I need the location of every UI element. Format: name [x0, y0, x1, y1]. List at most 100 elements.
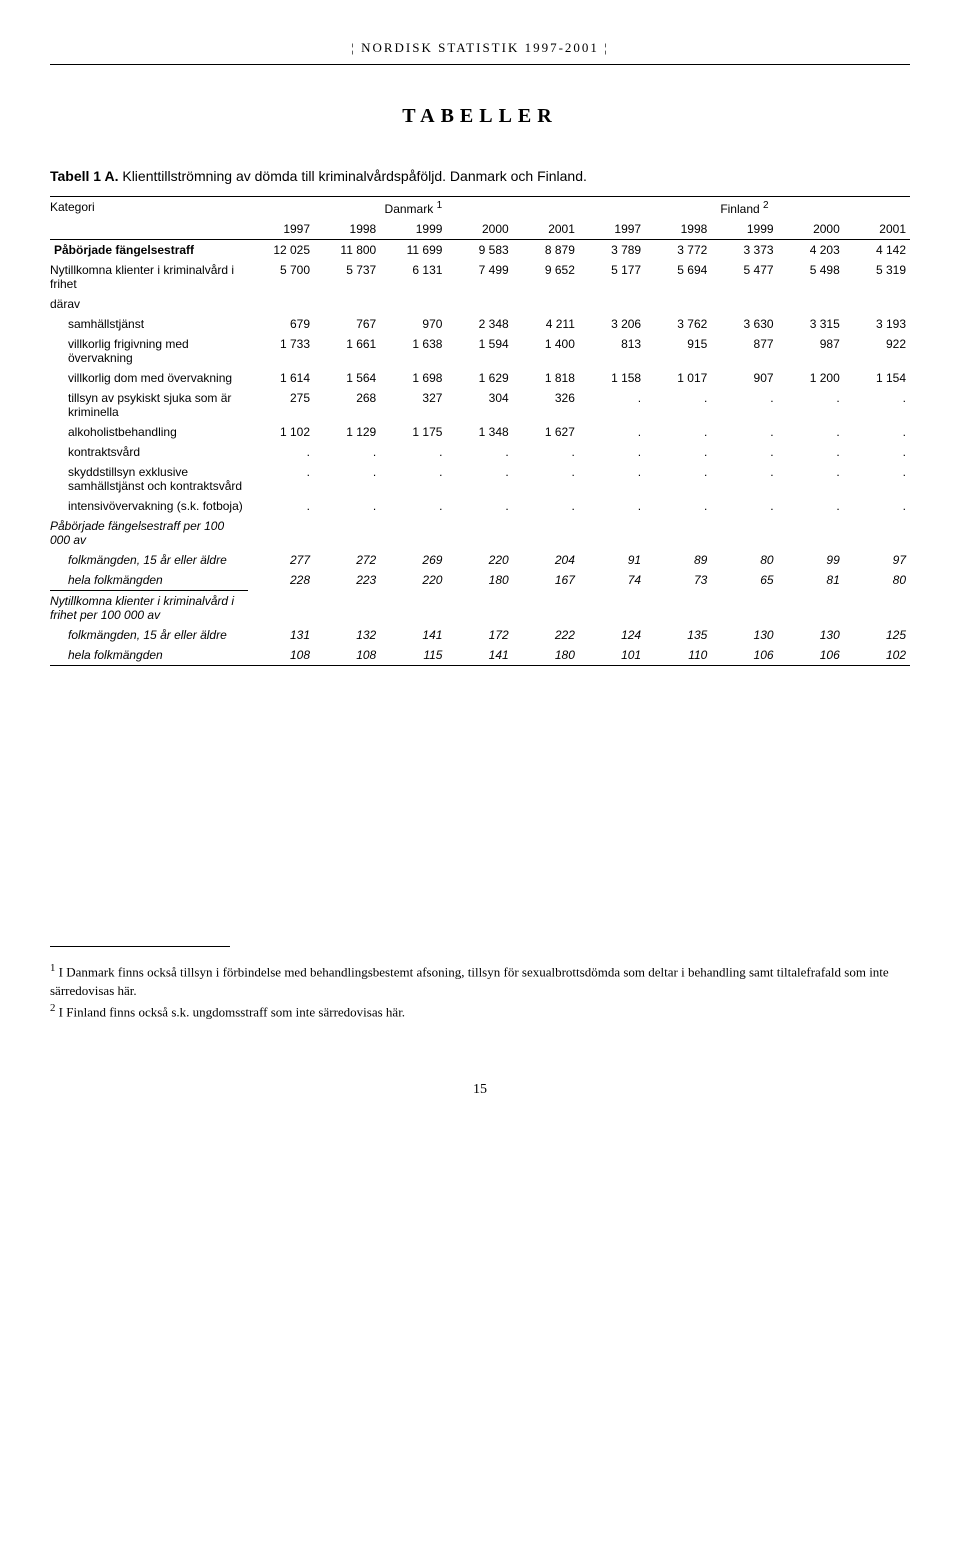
cell: . [711, 442, 777, 462]
row-label: Nytillkomna klienter i kriminalvård i fr… [50, 260, 248, 294]
row-label: villkorlig dom med övervakning [50, 368, 248, 388]
cell: 4 203 [778, 240, 844, 261]
cell: . [513, 462, 579, 496]
cell: 679 [248, 314, 314, 334]
data-table: Kategori Danmark 1 Finland 2 1997 1998 1… [50, 196, 910, 666]
year-col: 1998 [314, 219, 380, 240]
cell: . [446, 496, 512, 516]
cell: 11 699 [380, 240, 446, 261]
cell: 987 [778, 334, 844, 368]
cell: . [778, 422, 844, 442]
cell: 6 131 [380, 260, 446, 294]
table-row: Nytillkomna klienter i kriminalvård i fr… [50, 260, 910, 294]
cell: 326 [513, 388, 579, 422]
table-row: villkorlig dom med övervakning 1 6141 56… [50, 368, 910, 388]
cell: 1 627 [513, 422, 579, 442]
section-title: TABELLER [50, 105, 910, 128]
cell: . [645, 422, 711, 442]
cell: 132 [314, 625, 380, 645]
cell: 970 [380, 314, 446, 334]
cell: 99 [778, 550, 844, 570]
table-row: alkoholistbehandling 1 1021 1291 1751 34… [50, 422, 910, 442]
cell: 5 477 [711, 260, 777, 294]
cell: 89 [645, 550, 711, 570]
table-row: hela folkmängden 228223220180167 7473658… [50, 570, 910, 591]
cell: 220 [380, 570, 446, 591]
cell: 97 [844, 550, 910, 570]
cell: . [645, 496, 711, 516]
row-label: Påbörjade fängelsestraff [50, 240, 248, 261]
cell: 5 319 [844, 260, 910, 294]
cell: 1 154 [844, 368, 910, 388]
cell: 1 638 [380, 334, 446, 368]
cell: 220 [446, 550, 512, 570]
cell: 115 [380, 645, 446, 666]
cell: . [248, 496, 314, 516]
cell: 1 564 [314, 368, 380, 388]
table-row: skyddstillsyn exklusive samhällstjänst o… [50, 462, 910, 496]
table-row: Påbörjade fängelsestraff 12 02511 80011 … [50, 240, 910, 261]
cell: 3 630 [711, 314, 777, 334]
cell: 80 [711, 550, 777, 570]
year-col: 2000 [446, 219, 512, 240]
cell: 172 [446, 625, 512, 645]
header-row-groups: Kategori Danmark 1 Finland 2 [50, 197, 910, 220]
cell: 223 [314, 570, 380, 591]
cell: 141 [380, 625, 446, 645]
cell: 915 [645, 334, 711, 368]
table-row: villkorlig frigivning med övervakning 1 … [50, 334, 910, 368]
year-col: 1999 [711, 219, 777, 240]
page-header: ¦ NORDISK STATISTIK 1997-2001 ¦ [50, 40, 910, 56]
table-caption: Tabell 1 A. Klienttillströmning av dömda… [50, 168, 910, 184]
cell: . [380, 442, 446, 462]
cell: 101 [579, 645, 645, 666]
footnote-1: 1 I Danmark finns också tillsyn i förbin… [50, 961, 910, 1001]
cell: 108 [314, 645, 380, 666]
cell: 80 [844, 570, 910, 591]
section-label: Påbörjade fängelsestraff per 100 000 av [50, 516, 248, 550]
cell: 268 [314, 388, 380, 422]
cell: 5 177 [579, 260, 645, 294]
caption-bold: Tabell 1 A. [50, 168, 118, 184]
table-row: intensivövervakning (s.k. fotboja) .....… [50, 496, 910, 516]
cell: . [579, 422, 645, 442]
cell: . [711, 388, 777, 422]
cell: 922 [844, 334, 910, 368]
cell: 73 [645, 570, 711, 591]
cell: 907 [711, 368, 777, 388]
row-label: villkorlig frigivning med övervakning [50, 334, 248, 368]
cell: . [778, 388, 844, 422]
cell: 4 142 [844, 240, 910, 261]
year-col: 1997 [579, 219, 645, 240]
cell: . [579, 462, 645, 496]
cell: 1 818 [513, 368, 579, 388]
cell: 1 102 [248, 422, 314, 442]
table-row: kontraktsvård ..... ..... [50, 442, 910, 462]
row-label: skyddstillsyn exklusive samhällstjänst o… [50, 462, 248, 496]
col-country-2: Finland 2 [579, 197, 910, 220]
cell: 222 [513, 625, 579, 645]
cell: 277 [248, 550, 314, 570]
cell: 3 373 [711, 240, 777, 261]
row-label: intensivövervakning (s.k. fotboja) [50, 496, 248, 516]
cell: . [314, 496, 380, 516]
cell: 1 733 [248, 334, 314, 368]
cell: . [579, 442, 645, 462]
table-row: Påbörjade fängelsestraff per 100 000 av [50, 516, 910, 550]
cell: 106 [711, 645, 777, 666]
cell: 272 [314, 550, 380, 570]
cell: . [645, 388, 711, 422]
table-row: samhällstjänst 6797679702 3484 211 3 206… [50, 314, 910, 334]
year-col: 2000 [778, 219, 844, 240]
cell: 1 129 [314, 422, 380, 442]
cell: . [844, 442, 910, 462]
cell: . [579, 496, 645, 516]
table-row: folkmängden, 15 år eller äldre 277272269… [50, 550, 910, 570]
header-rule [50, 64, 910, 65]
cell: . [314, 462, 380, 496]
cell: 91 [579, 550, 645, 570]
cell: 3 762 [645, 314, 711, 334]
cell: . [711, 462, 777, 496]
cell: 2 348 [446, 314, 512, 334]
page-number: 15 [50, 1082, 910, 1098]
